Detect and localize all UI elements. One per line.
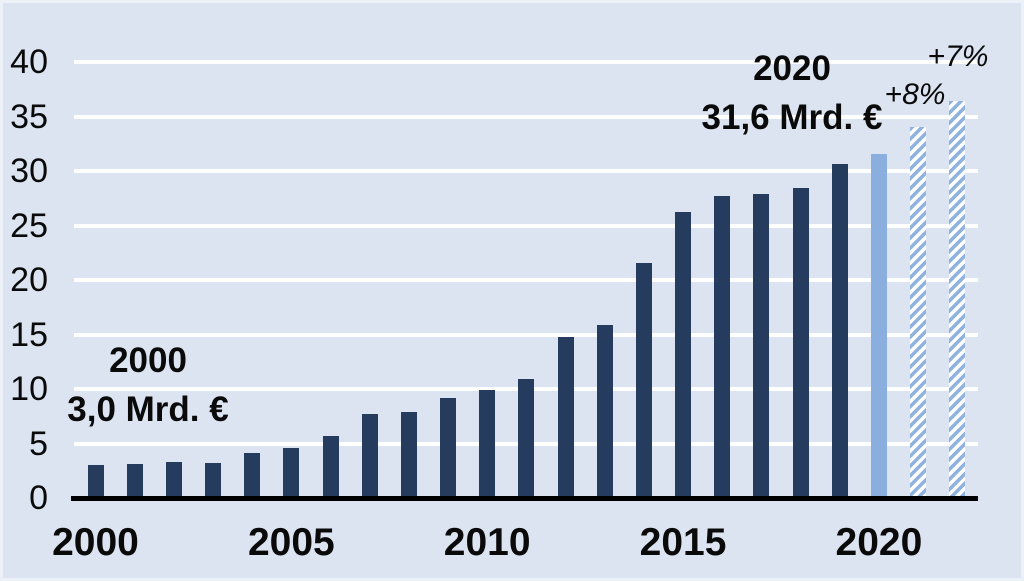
x-tick-2020: 2020 — [835, 521, 923, 564]
y-tick-10: 10 — [10, 370, 48, 409]
gridline-35 — [74, 114, 978, 119]
bar-2008 — [400, 411, 417, 498]
x-tick-2005: 2005 — [247, 521, 335, 564]
y-tick-40: 40 — [10, 43, 48, 82]
annotation-forecast-2021: +8% — [884, 78, 946, 111]
bar-2019 — [831, 163, 848, 498]
bar-2016 — [714, 196, 731, 498]
bar-2015 — [675, 211, 692, 498]
bar-2022 — [949, 100, 966, 498]
bar-2004 — [244, 453, 261, 498]
y-tick-25: 25 — [10, 206, 48, 245]
bar-2009 — [440, 397, 457, 498]
y-tick-0: 0 — [29, 479, 48, 517]
bar-2018 — [792, 187, 809, 498]
bar-2010 — [479, 390, 496, 498]
annotation-start-value: 3,0 Mrd. € — [67, 390, 229, 429]
gridline-15 — [74, 332, 978, 337]
bar-2006 — [322, 435, 339, 498]
gridline-25 — [74, 223, 978, 228]
x-axis-line — [71, 496, 978, 501]
x-tick-2010: 2010 — [443, 521, 531, 564]
annotation-start: 2000 3,0 Mrd. € — [38, 336, 258, 434]
bar-2003 — [205, 463, 221, 498]
bar-2007 — [361, 414, 378, 498]
y-tick-20: 20 — [10, 261, 48, 300]
gridline-30 — [74, 169, 978, 174]
bar-2020 — [870, 153, 887, 498]
y-tick-15: 15 — [10, 315, 48, 354]
bar-2005 — [283, 447, 300, 498]
x-tick-2000: 2000 — [52, 521, 139, 564]
bar-2021 — [910, 126, 927, 498]
y-tick-35: 35 — [10, 97, 48, 136]
x-tick-2015: 2015 — [639, 521, 727, 564]
bar-2001 — [126, 464, 143, 498]
y-tick-30: 30 — [10, 152, 48, 191]
annotation-end-value: 31,6 Mrd. € — [701, 98, 883, 137]
annotation-forecast-2022: +7% — [927, 40, 989, 73]
annotation-end-year: 2020 — [753, 49, 831, 88]
annotation-end: 2020 31,6 Mrd. € — [642, 44, 942, 142]
bar-2014 — [635, 262, 652, 498]
bar-2011 — [518, 379, 535, 498]
bar-2013 — [596, 324, 613, 498]
gridline-40 — [74, 60, 978, 65]
gridline-20 — [74, 278, 978, 283]
y-tick-5: 5 — [29, 424, 48, 463]
bar-2000 — [87, 465, 104, 498]
bar-2012 — [557, 336, 574, 498]
annotation-start-year: 2000 — [109, 341, 187, 380]
bar-2017 — [753, 194, 770, 498]
bar-2002 — [165, 462, 182, 498]
